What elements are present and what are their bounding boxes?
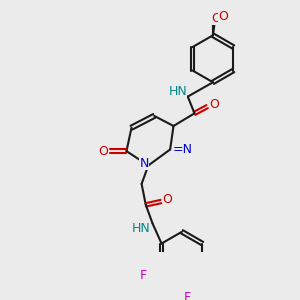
Text: O: O: [212, 12, 221, 25]
Text: O: O: [163, 194, 172, 206]
Text: F: F: [183, 291, 190, 300]
Text: O: O: [98, 145, 108, 158]
Text: =N: =N: [173, 143, 193, 156]
Text: HN: HN: [132, 222, 151, 235]
Text: O: O: [218, 10, 228, 23]
Text: F: F: [140, 269, 147, 282]
Text: O: O: [209, 98, 219, 112]
Text: HN: HN: [168, 85, 187, 98]
Text: N: N: [140, 157, 149, 170]
